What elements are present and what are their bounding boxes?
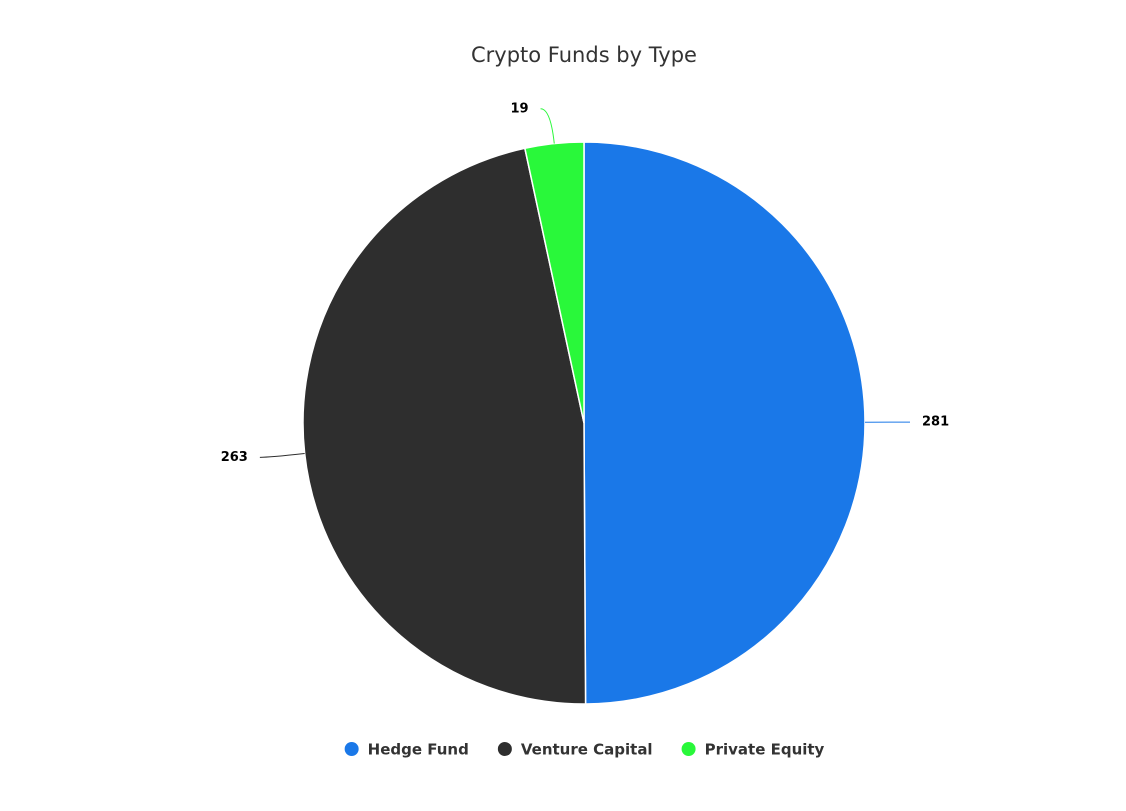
pie-slice: [523, 141, 585, 424]
connector: [259, 453, 305, 458]
connector: [540, 108, 555, 144]
legend-item[interactable]: Hedge Fund: [344, 741, 469, 759]
legend-item[interactable]: Venture Capital: [497, 741, 653, 759]
legend-label[interactable]: Hedge Fund: [368, 741, 469, 759]
data-label: 19: [510, 101, 528, 116]
data-label: 281: [922, 415, 949, 430]
legend-item[interactable]: Private Equity: [681, 741, 825, 759]
legend-marker[interactable]: [344, 742, 359, 756]
chart-title: Crypto Funds by Type: [471, 43, 697, 67]
legend-marker[interactable]: [497, 742, 512, 756]
legend: Hedge Fund Venture Capital Private Equity: [344, 741, 825, 759]
data-label: 263: [221, 450, 248, 465]
legend-label[interactable]: Venture Capital: [521, 741, 653, 759]
legend-marker[interactable]: [681, 742, 696, 756]
legend-label[interactable]: Private Equity: [705, 741, 825, 759]
